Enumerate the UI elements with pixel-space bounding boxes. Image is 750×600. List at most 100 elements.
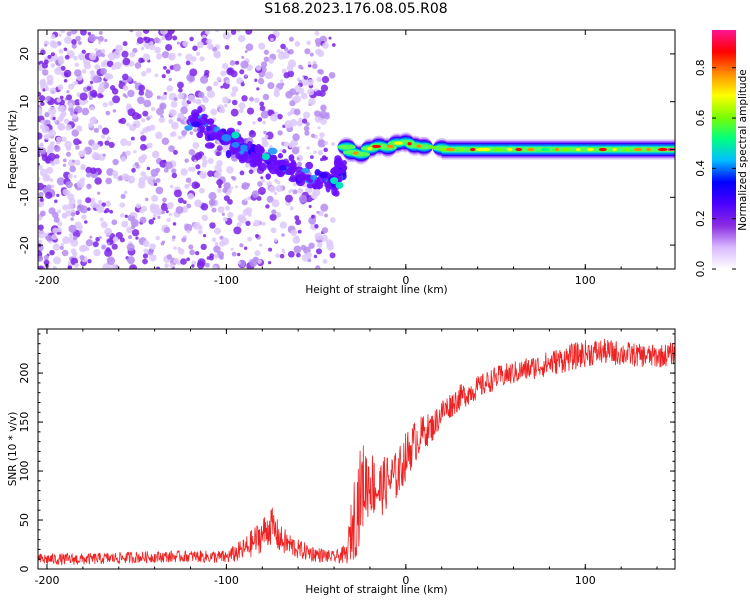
y-axis-label: Frequency (Hz) <box>7 110 19 189</box>
noise-point <box>265 204 270 209</box>
noise-point <box>220 85 224 89</box>
noise-point <box>292 236 301 244</box>
noise-point <box>222 96 229 104</box>
noise-point <box>206 256 211 260</box>
noise-point <box>254 250 261 257</box>
track-peak <box>261 153 270 161</box>
track-point <box>290 159 296 167</box>
noise-point <box>81 107 90 116</box>
noise-point <box>101 53 106 58</box>
noise-point <box>153 150 160 157</box>
track-point <box>231 141 240 148</box>
noise-point <box>112 236 119 243</box>
noise-point <box>156 95 161 100</box>
noise-point <box>319 132 325 138</box>
noise-point <box>45 191 53 199</box>
noise-point <box>38 153 41 158</box>
noise-point <box>231 86 239 93</box>
noise-point <box>291 146 300 155</box>
noise-point <box>92 75 101 84</box>
noise-point <box>227 189 232 193</box>
noise-point <box>316 76 322 83</box>
noise-point <box>201 155 207 161</box>
noise-point <box>305 194 313 203</box>
noise-point <box>230 247 234 251</box>
noise-point <box>142 53 151 61</box>
noise-point <box>226 166 234 174</box>
noise-point <box>161 74 166 79</box>
noise-point <box>154 73 159 78</box>
noise-point <box>127 175 136 184</box>
noise-point <box>74 221 82 229</box>
noise-point <box>67 265 72 269</box>
noise-point <box>140 46 145 51</box>
noise-point <box>260 176 264 180</box>
noise-point <box>70 212 76 217</box>
noise-point <box>313 254 318 259</box>
noise-point <box>161 210 165 215</box>
noise-point <box>254 97 260 104</box>
noise-point <box>49 87 57 95</box>
noise-point <box>273 191 278 196</box>
noise-point <box>247 196 252 201</box>
noise-point <box>110 263 117 269</box>
noise-point <box>149 44 156 51</box>
noise-point <box>96 205 105 214</box>
noise-point <box>172 35 178 41</box>
noise-point <box>165 210 169 214</box>
track-point <box>254 145 265 153</box>
noise-point <box>60 242 64 247</box>
noise-point <box>318 210 324 217</box>
track-point <box>197 106 203 114</box>
noise-point <box>141 118 146 123</box>
noise-point <box>310 155 314 160</box>
noise-point <box>38 164 43 170</box>
noise-point <box>246 107 255 115</box>
noise-point <box>134 161 139 167</box>
noise-point <box>106 60 114 68</box>
noise-point <box>140 205 148 212</box>
noise-point <box>215 30 220 33</box>
noise-point <box>317 139 326 148</box>
x-tick-label: -200 <box>34 274 59 287</box>
noise-point <box>224 44 230 50</box>
noise-point <box>105 110 111 116</box>
track-point <box>277 153 284 159</box>
noise-point <box>124 214 128 218</box>
noise-point <box>171 168 177 174</box>
noise-point <box>44 86 50 92</box>
noise-point <box>235 60 240 65</box>
noise-point <box>129 264 138 269</box>
noise-point <box>69 232 73 237</box>
noise-point <box>169 263 175 269</box>
x-tick-label: 0 <box>402 274 409 287</box>
noise-point <box>256 87 260 91</box>
noise-point <box>230 30 237 35</box>
noise-point <box>127 108 136 117</box>
noise-point <box>160 30 169 35</box>
track-point <box>319 172 328 179</box>
noise-point <box>244 74 248 78</box>
noise-point <box>285 90 293 99</box>
noise-point <box>294 41 301 47</box>
noise-point <box>107 242 111 246</box>
noise-point <box>42 186 49 194</box>
noise-point <box>279 253 285 259</box>
noise-point <box>71 129 79 137</box>
noise-point <box>131 225 136 230</box>
noise-point <box>321 75 330 84</box>
noise-point <box>230 186 234 190</box>
noise-point <box>135 30 142 38</box>
noise-point <box>126 103 132 109</box>
noise-point <box>73 174 77 179</box>
noise-point <box>144 90 153 99</box>
noise-point <box>68 106 74 112</box>
noise-point <box>213 253 219 259</box>
y-tick-label: -10 <box>18 188 31 206</box>
noise-point <box>204 262 210 268</box>
y-tick-label: 0 <box>18 146 31 153</box>
noise-point <box>166 85 174 92</box>
noise-point <box>52 243 60 251</box>
noise-point <box>213 245 221 253</box>
noise-point <box>317 150 324 156</box>
